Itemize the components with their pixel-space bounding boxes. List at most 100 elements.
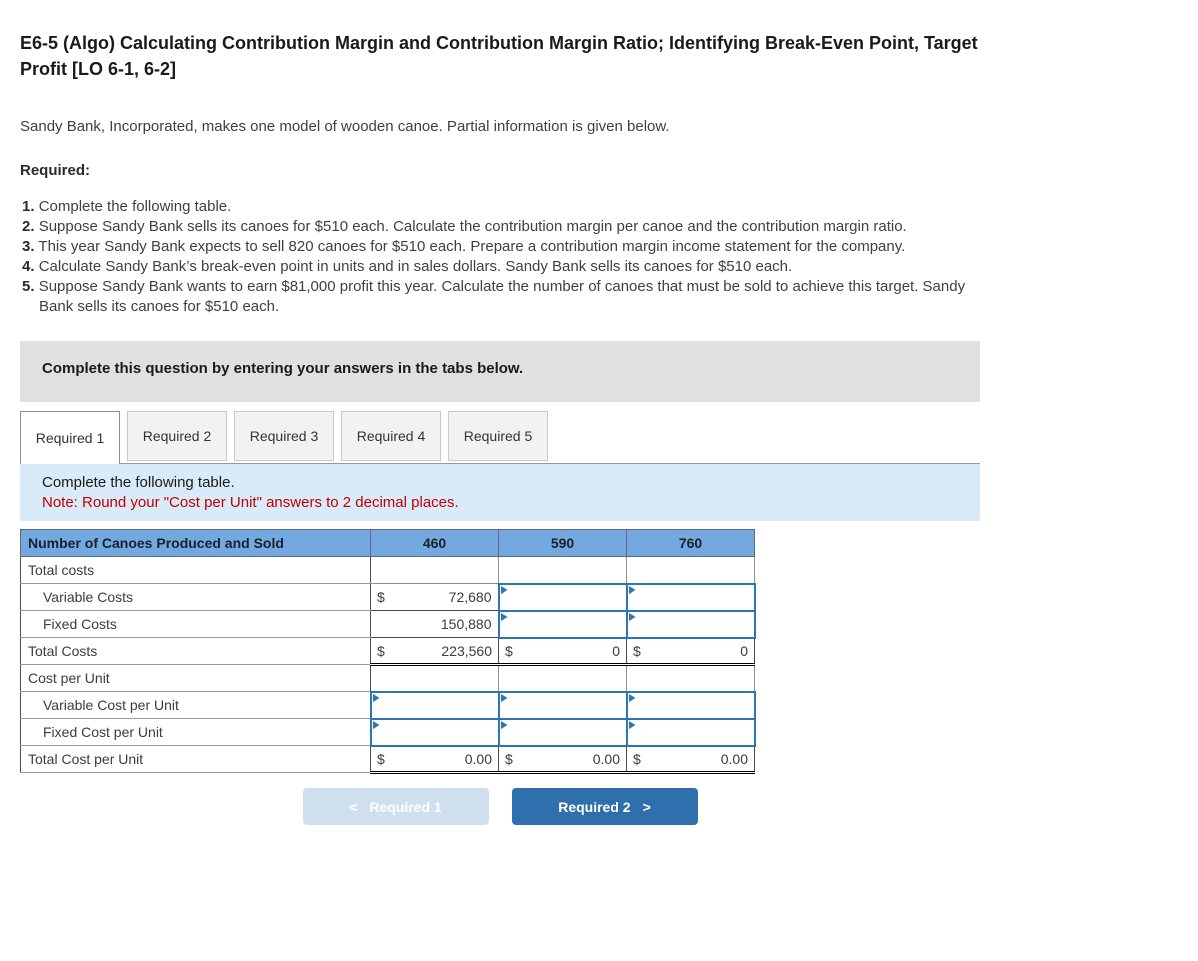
table-row-total-costs-section: Total costs — [20, 556, 755, 585]
cell-flag-icon — [628, 693, 636, 703]
empty-cell — [626, 556, 755, 585]
header-col-590: 590 — [498, 529, 627, 558]
tab-label: Required 5 — [463, 428, 533, 445]
currency-symbol: $ — [505, 642, 513, 659]
row-label: Total Cost per Unit — [20, 745, 371, 774]
empty-cell — [498, 664, 627, 693]
empty-cell — [370, 664, 499, 693]
table-row-fixed-costs: Fixed Costs 150,880 — [20, 609, 756, 639]
item-number: 4. — [22, 258, 35, 276]
page-title: E6-5 (Algo) Calculating Contribution Mar… — [20, 33, 978, 80]
header-col-760: 760 — [626, 529, 755, 558]
total-cell: $223,560 — [370, 637, 499, 667]
tab-required-4[interactable]: Required 4 — [341, 411, 441, 462]
currency-symbol: $ — [633, 750, 641, 767]
cell-flag-icon — [628, 720, 636, 730]
answer-input-variable-cpu-760[interactable] — [625, 690, 756, 720]
intro-text: Sandy Bank, Incorporated, makes one mode… — [20, 118, 670, 136]
tab-navigation: < Required 1 Required 2 > — [20, 788, 980, 826]
cell-flag-icon — [372, 693, 380, 703]
cell-flag-icon — [500, 612, 508, 622]
required-item-3: 3. This year Sandy Bank expects to sell … — [22, 237, 1002, 257]
next-tab-button[interactable]: Required 2 > — [511, 788, 698, 826]
instruction-banner: Complete this question by entering your … — [20, 341, 980, 403]
item-number: 5. — [22, 278, 35, 296]
row-label: Total Costs — [20, 637, 371, 666]
answer-input-variable-cpu-460[interactable] — [369, 690, 500, 720]
required-item-5: 5. Suppose Sandy Bank wants to earn $81,… — [22, 277, 1002, 317]
note-line-1: Complete the following table. — [42, 474, 235, 492]
value-cell: 150,880 — [370, 610, 499, 639]
tab-required-1[interactable]: Required 1 — [20, 411, 120, 465]
instruction-banner-text: Complete this question by entering your … — [42, 360, 524, 378]
required-item-2: 2. Suppose Sandy Bank sells its canoes f… — [22, 217, 1002, 237]
item-text: Suppose Sandy Bank sells its canoes for … — [38, 218, 907, 236]
cell-flag-icon — [500, 720, 508, 730]
answer-input-fixed-cpu-760[interactable] — [625, 717, 756, 747]
cell-value: 0 — [740, 642, 748, 659]
header-label: Number of Canoes Produced and Sold — [20, 529, 371, 558]
total-cell: $0.00 — [498, 745, 627, 775]
table-row-total-costs: Total Costs $223,560 $0 $0 — [20, 637, 755, 667]
row-label: Variable Cost per Unit — [20, 691, 371, 720]
row-label: Fixed Costs — [20, 610, 371, 639]
tab-required-3[interactable]: Required 3 — [234, 411, 334, 462]
answer-input-fixed-cpu-590[interactable] — [497, 717, 628, 747]
answer-input-variable-costs-760[interactable] — [625, 582, 756, 612]
prev-button-label: Required 1 — [369, 798, 442, 815]
required-heading: Required: — [20, 162, 91, 180]
table-row-variable-costs: Variable Costs $72,680 — [20, 582, 756, 612]
tab-note-box: Complete the following table. Note: Roun… — [20, 463, 980, 522]
table-row-variable-cost-per-unit: Variable Cost per Unit — [20, 690, 756, 720]
cell-value: 0.00 — [720, 750, 748, 767]
item-text: Suppose Sandy Bank wants to earn $81,000… — [38, 278, 966, 316]
table-row-total-cost-per-unit: Total Cost per Unit $0.00 $0.00 $0.00 — [20, 745, 755, 775]
cell-value: 72,680 — [448, 589, 492, 606]
prev-tab-button[interactable]: < Required 1 — [302, 788, 489, 826]
item-text: This year Sandy Bank expects to sell 820… — [38, 238, 906, 256]
tab-required-5[interactable]: Required 5 — [448, 411, 548, 462]
currency-symbol: $ — [377, 750, 385, 767]
table-row-fixed-cost-per-unit: Fixed Cost per Unit — [20, 717, 756, 747]
currency-symbol: $ — [633, 642, 641, 659]
required-list: 1. Complete the following table. 2. Supp… — [22, 197, 1002, 317]
total-cell: $0 — [498, 637, 627, 667]
cell-flag-icon — [372, 720, 380, 730]
answer-input-fixed-cpu-460[interactable] — [369, 717, 500, 747]
chevron-right-icon: > — [642, 798, 651, 815]
cell-flag-icon — [628, 612, 636, 622]
row-label: Variable Costs — [20, 583, 371, 612]
empty-cell — [498, 556, 627, 585]
item-text: Calculate Sandy Bank’s break-even point … — [38, 258, 793, 276]
cell-flag-icon — [628, 585, 636, 595]
cost-table: Number of Canoes Produced and Sold 460 5… — [20, 529, 756, 775]
answer-input-variable-cpu-590[interactable] — [497, 690, 628, 720]
table-header-row: Number of Canoes Produced and Sold 460 5… — [20, 529, 755, 558]
answer-input-fixed-costs-760[interactable] — [625, 609, 756, 639]
table-row-cost-per-unit-section: Cost per Unit — [20, 664, 755, 693]
item-text: Complete the following table. — [38, 198, 232, 216]
empty-cell — [626, 664, 755, 693]
answer-input-variable-costs-590[interactable] — [497, 582, 628, 612]
currency-symbol: $ — [377, 642, 385, 659]
total-cell: $0 — [626, 637, 755, 667]
cell-flag-icon — [500, 585, 508, 595]
total-cell: $0.00 — [626, 745, 755, 775]
homework-page: E6-5 (Algo) Calculating Contribution Mar… — [20, 33, 1178, 826]
answer-input-fixed-costs-590[interactable] — [497, 609, 628, 639]
total-cell: $0.00 — [370, 745, 499, 775]
item-number: 3. — [22, 238, 35, 256]
required-tabs: Required 1 Required 2 Required 3 Require… — [20, 411, 1178, 465]
currency-symbol: $ — [505, 750, 513, 767]
chevron-left-icon: < — [349, 798, 358, 815]
item-number: 2. — [22, 218, 35, 236]
required-item-4: 4. Calculate Sandy Bank’s break-even poi… — [22, 257, 1002, 277]
row-label: Cost per Unit — [20, 664, 371, 693]
cell-flag-icon — [500, 693, 508, 703]
tab-label: Required 3 — [249, 428, 319, 445]
tab-label: Required 2 — [142, 428, 212, 445]
cell-value: 223,560 — [441, 642, 492, 659]
required-item-1: 1. Complete the following table. — [22, 197, 1002, 217]
tab-required-2[interactable]: Required 2 — [127, 411, 227, 462]
tab-label: Required 4 — [356, 428, 426, 445]
